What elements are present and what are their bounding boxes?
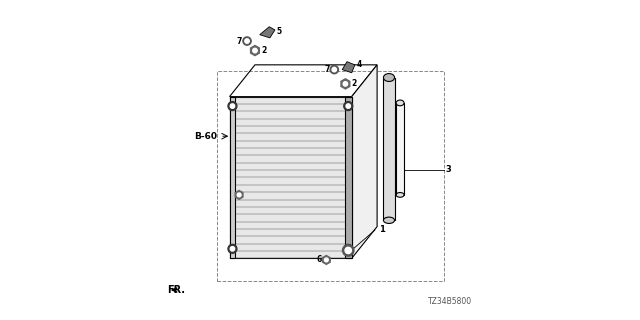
- Ellipse shape: [383, 217, 394, 223]
- Polygon shape: [396, 103, 404, 195]
- Circle shape: [344, 244, 353, 253]
- Text: 4: 4: [356, 60, 362, 69]
- Circle shape: [346, 104, 351, 108]
- Circle shape: [332, 68, 337, 72]
- Ellipse shape: [396, 100, 404, 106]
- Polygon shape: [260, 27, 275, 38]
- Text: 7: 7: [237, 36, 243, 45]
- Text: 6: 6: [317, 255, 322, 264]
- Ellipse shape: [383, 74, 394, 82]
- Polygon shape: [383, 77, 394, 220]
- Circle shape: [342, 245, 354, 256]
- Circle shape: [245, 39, 249, 43]
- Circle shape: [228, 244, 237, 253]
- Circle shape: [344, 102, 353, 110]
- Circle shape: [345, 247, 351, 253]
- Text: 2: 2: [262, 46, 267, 55]
- Polygon shape: [352, 65, 377, 258]
- Text: 3: 3: [445, 165, 451, 174]
- Polygon shape: [342, 62, 355, 73]
- Polygon shape: [345, 97, 352, 258]
- Circle shape: [228, 102, 237, 110]
- Text: 7: 7: [324, 65, 330, 74]
- Circle shape: [253, 48, 257, 53]
- Circle shape: [243, 37, 251, 45]
- Text: 6: 6: [230, 190, 235, 199]
- Text: B-60: B-60: [194, 132, 217, 141]
- Text: 2: 2: [352, 79, 357, 88]
- Circle shape: [324, 258, 328, 262]
- Text: TZ34B5800: TZ34B5800: [428, 297, 472, 306]
- Circle shape: [230, 104, 235, 108]
- Text: 1: 1: [379, 225, 385, 234]
- Ellipse shape: [396, 193, 404, 197]
- Circle shape: [343, 82, 348, 86]
- Circle shape: [330, 66, 339, 74]
- Circle shape: [346, 247, 351, 251]
- Polygon shape: [230, 97, 236, 258]
- Text: 5: 5: [276, 27, 282, 36]
- Circle shape: [230, 247, 235, 251]
- Polygon shape: [230, 97, 352, 258]
- Circle shape: [237, 193, 241, 197]
- Text: FR.: FR.: [167, 285, 185, 295]
